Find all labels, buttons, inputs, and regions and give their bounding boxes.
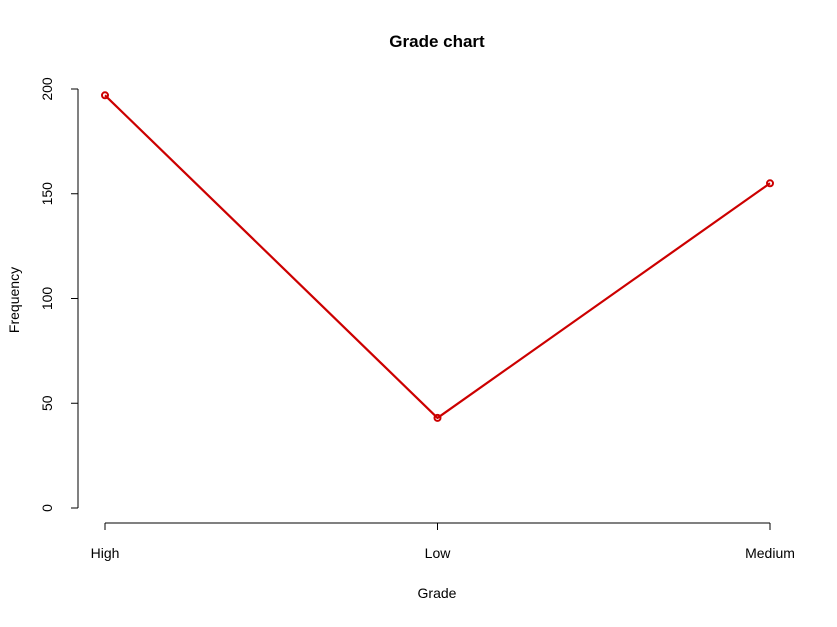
series-line — [104, 94, 771, 420]
y-axis-title: Frequency — [6, 267, 22, 333]
y-tick-label: 50 — [39, 395, 55, 411]
y-tick-label: 200 — [39, 77, 55, 101]
y-tick-label: 0 — [39, 504, 55, 512]
x-tick-label: High — [91, 545, 120, 561]
y-tick-label: 100 — [39, 287, 55, 311]
data-point — [433, 413, 442, 422]
y-tick-label: 150 — [39, 182, 55, 206]
x-axis: High Low Medium — [91, 522, 795, 561]
data-point — [766, 179, 774, 188]
chart-title: Grade chart — [389, 32, 485, 51]
plot-series — [101, 91, 774, 422]
x-tick-label: Low — [425, 545, 452, 561]
x-axis-title: Grade — [418, 585, 457, 601]
x-tick-label: Medium — [745, 545, 795, 561]
y-axis: 0 50 100 150 200 — [39, 77, 79, 512]
data-point — [101, 91, 109, 100]
